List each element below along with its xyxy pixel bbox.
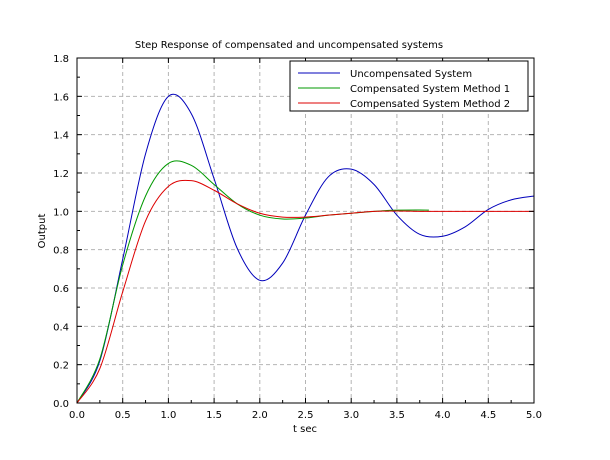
x-tick-label: 0.0 bbox=[69, 410, 85, 421]
y-tick-label: 0.2 bbox=[53, 361, 69, 372]
y-tick-label: 0.6 bbox=[53, 284, 69, 295]
legend-label: Compensated System Method 1 bbox=[350, 84, 510, 95]
y-tick-label: 0.0 bbox=[53, 399, 69, 410]
y-tick-label: 1.4 bbox=[53, 131, 69, 142]
x-tick-label: 5.0 bbox=[526, 410, 542, 421]
chart-title: Step Response of compensated and uncompe… bbox=[135, 40, 443, 51]
legend-label: Compensated System Method 2 bbox=[350, 99, 510, 110]
x-tick-label: 3.0 bbox=[343, 410, 359, 421]
x-tick-label: 3.5 bbox=[389, 410, 405, 421]
axis-ticks: 0.0 0.5 1.0 1.5 2.0 2.5 3.0 3.5 4.0 4.5 5.0 0.0 0.2 0… bbox=[53, 54, 542, 421]
x-tick-label: 4.5 bbox=[480, 410, 496, 421]
x-axis-title: t sec bbox=[293, 424, 317, 435]
y-tick-label: 1.8 bbox=[53, 54, 69, 65]
series-line-3 bbox=[76, 179, 534, 404]
x-tick-label: 1.0 bbox=[160, 410, 176, 421]
y-tick-label: 0.8 bbox=[53, 246, 69, 257]
y-tick-label: 1.2 bbox=[53, 169, 69, 180]
x-tick-label: 1.5 bbox=[206, 410, 222, 421]
x-tick-label: 4.0 bbox=[435, 410, 451, 421]
y-axis-title: Output bbox=[37, 214, 48, 249]
x-tick-label: 0.5 bbox=[115, 410, 131, 421]
legend: Uncompensated System Compensated System M… bbox=[289, 60, 529, 112]
series-layer bbox=[76, 93, 535, 404]
x-tick-label: 2.5 bbox=[298, 410, 314, 421]
y-tick-label: 1.6 bbox=[53, 92, 69, 103]
y-tick-label: 0.4 bbox=[53, 322, 69, 333]
series-line-1 bbox=[76, 93, 535, 404]
legend-label: Uncompensated System bbox=[350, 69, 472, 80]
x-tick-label: 2.0 bbox=[252, 410, 268, 421]
y-tick-label: 1.0 bbox=[53, 207, 69, 218]
